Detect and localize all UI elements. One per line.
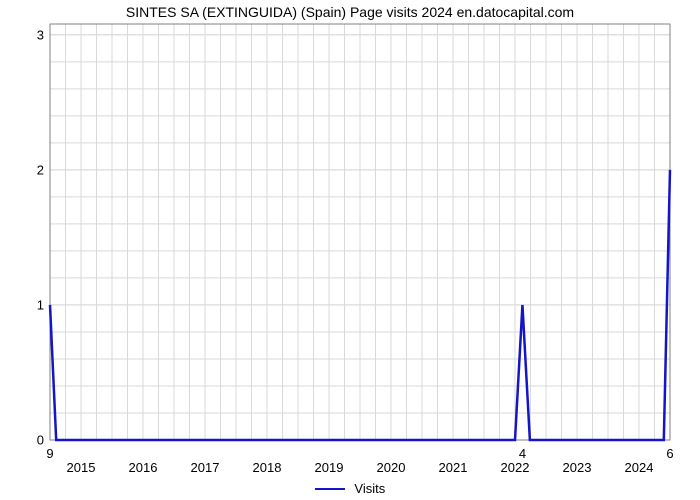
- x-tick-label: 2020: [377, 460, 406, 475]
- legend: Visits: [0, 480, 700, 496]
- y-tick-label: 0: [14, 433, 44, 448]
- legend-line-icon: [315, 488, 345, 490]
- plot-area: [50, 24, 670, 440]
- y-tick-label: 2: [14, 162, 44, 177]
- chart-container: SINTES SA (EXTINGUIDA) (Spain) Page visi…: [0, 0, 700, 500]
- x-tick-label: 2015: [67, 460, 96, 475]
- x-tick-label: 2017: [191, 460, 220, 475]
- x-tick-label: 2021: [439, 460, 468, 475]
- chart-title: SINTES SA (EXTINGUIDA) (Spain) Page visi…: [0, 4, 700, 20]
- x-tick-label: 2016: [129, 460, 158, 475]
- value-label: 9: [46, 446, 53, 461]
- x-tick-label: 2024: [625, 460, 654, 475]
- y-tick-label: 3: [14, 27, 44, 42]
- x-tick-label: 2018: [253, 460, 282, 475]
- value-label: 6: [666, 446, 673, 461]
- x-tick-label: 2023: [563, 460, 592, 475]
- x-tick-label: 2022: [501, 460, 530, 475]
- y-tick-label: 1: [14, 297, 44, 312]
- legend-label: Visits: [354, 481, 385, 496]
- value-label: 4: [519, 446, 526, 461]
- x-tick-label: 2019: [315, 460, 344, 475]
